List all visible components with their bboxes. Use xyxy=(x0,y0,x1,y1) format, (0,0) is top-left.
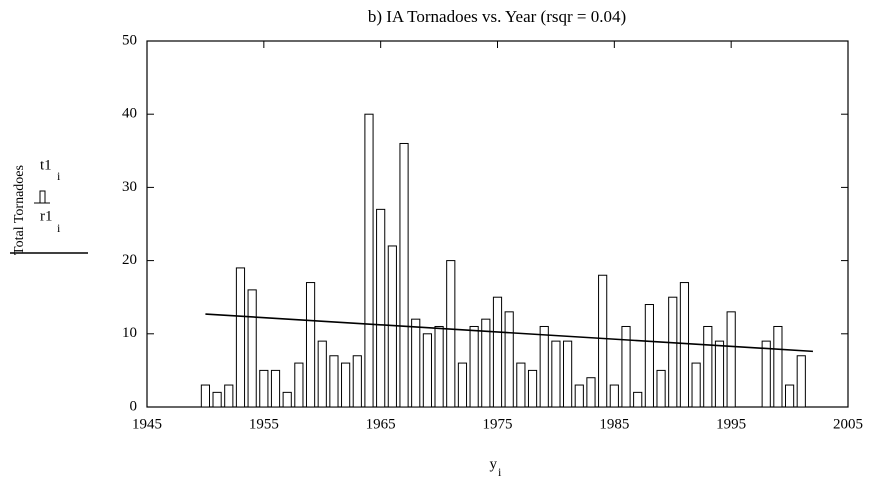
bar xyxy=(469,325,479,408)
bar xyxy=(784,384,795,408)
bar xyxy=(376,208,386,408)
bar xyxy=(644,304,654,408)
bar xyxy=(621,325,631,408)
bar xyxy=(691,362,701,408)
bar xyxy=(679,282,690,408)
bar xyxy=(422,333,432,408)
legend-label-sub: i xyxy=(57,221,61,235)
bar xyxy=(761,340,771,408)
x-tick-label: 1975 xyxy=(483,416,513,432)
y-axis-label: Total Tornadoes xyxy=(12,165,27,255)
bar xyxy=(773,325,783,408)
bar xyxy=(481,318,491,408)
bar xyxy=(224,384,234,408)
legend-label-sub: i xyxy=(57,169,61,183)
legend-bar-symbol xyxy=(39,190,46,204)
bar xyxy=(457,362,468,408)
bar xyxy=(270,369,281,408)
bar xyxy=(574,384,584,408)
bar xyxy=(504,311,514,408)
y-tick-label: 30 xyxy=(122,179,137,195)
bar xyxy=(282,391,292,408)
y-tick-label: 10 xyxy=(122,325,137,341)
bar xyxy=(586,377,596,408)
bar xyxy=(341,362,351,408)
bar xyxy=(434,325,444,408)
bar xyxy=(492,296,503,408)
x-tick-label: 1945 xyxy=(132,416,162,432)
y-tick-label: 50 xyxy=(122,32,137,48)
x-tick-label: 1985 xyxy=(599,416,629,432)
y-tick-label: 20 xyxy=(122,252,137,268)
x-tick-label: 1955 xyxy=(249,416,279,432)
bar xyxy=(259,369,269,408)
bar xyxy=(633,391,643,408)
trend-line xyxy=(205,313,813,353)
x-axis-label-sub: i xyxy=(498,465,502,479)
bar xyxy=(656,369,666,408)
bar xyxy=(411,318,421,408)
bar xyxy=(539,325,549,408)
x-tick-label: 2005 xyxy=(833,416,863,432)
bar xyxy=(317,340,327,408)
bar xyxy=(563,340,573,408)
legend-label: r1 xyxy=(40,208,53,224)
bar xyxy=(598,274,608,408)
x-tick-label: 1965 xyxy=(366,416,396,432)
x-tick-label: 1995 xyxy=(716,416,746,432)
bar xyxy=(352,355,362,408)
bar xyxy=(329,355,339,408)
bar xyxy=(247,289,257,408)
bar xyxy=(726,311,736,408)
bar xyxy=(446,260,456,408)
bar xyxy=(527,369,538,408)
chart-title: b) IA Tornadoes vs. Year (rsqr = 0.04) xyxy=(368,7,626,26)
x-axis-label: y xyxy=(490,456,498,472)
bar xyxy=(703,325,713,408)
bar xyxy=(399,142,409,408)
y-tick-label: 40 xyxy=(122,106,137,122)
bar xyxy=(668,296,678,408)
bar xyxy=(796,355,806,408)
bar xyxy=(212,391,222,408)
bar xyxy=(551,340,561,408)
y-tick-label: 0 xyxy=(130,398,138,414)
legend-label: t1 xyxy=(40,157,52,173)
bar xyxy=(714,340,725,408)
bar xyxy=(305,282,316,408)
bar xyxy=(294,362,304,408)
bar xyxy=(516,362,526,408)
bar xyxy=(200,384,211,408)
bar xyxy=(235,267,246,408)
bar xyxy=(364,113,374,408)
bar xyxy=(609,384,619,408)
